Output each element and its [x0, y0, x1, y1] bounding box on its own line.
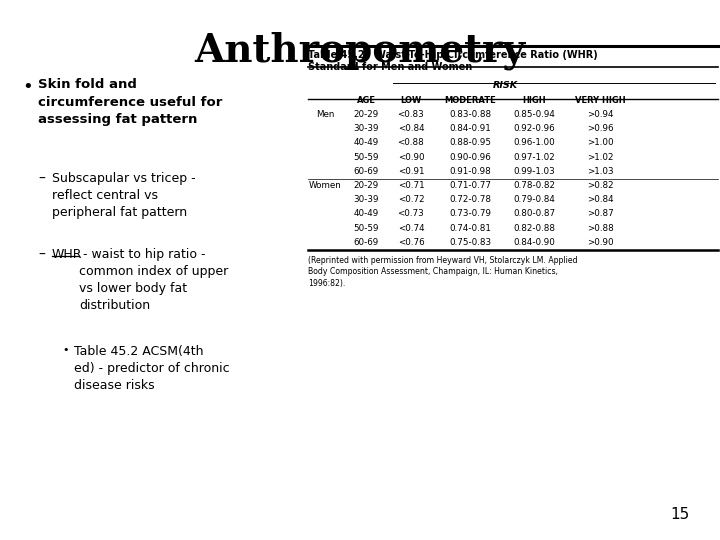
Text: - waist to hip ratio -
common index of upper
vs lower body fat
distribution: - waist to hip ratio - common index of u… [79, 248, 228, 312]
Text: >1.02: >1.02 [587, 153, 613, 161]
Text: –: – [38, 172, 45, 186]
Text: >1.00: >1.00 [587, 138, 613, 147]
Text: >1.03: >1.03 [587, 167, 613, 176]
Text: 60-69: 60-69 [354, 167, 379, 176]
Text: <0.88: <0.88 [397, 138, 424, 147]
Text: >0.87: >0.87 [587, 210, 613, 218]
Text: 40-49: 40-49 [354, 210, 379, 218]
Text: <0.76: <0.76 [397, 238, 424, 247]
Text: 0.99-1.03: 0.99-1.03 [513, 167, 555, 176]
Text: >0.88: >0.88 [587, 224, 613, 233]
Text: 0.80-0.87: 0.80-0.87 [513, 210, 555, 218]
Text: 30-39: 30-39 [354, 195, 379, 204]
Text: <0.74: <0.74 [397, 224, 424, 233]
Text: <0.72: <0.72 [397, 195, 424, 204]
Text: >0.94: >0.94 [587, 110, 613, 119]
Text: RISK: RISK [493, 81, 518, 90]
Text: >0.84: >0.84 [587, 195, 613, 204]
Text: Men: Men [316, 110, 334, 119]
Text: Subscapular vs tricep -
reflect central vs
peripheral fat pattern: Subscapular vs tricep - reflect central … [52, 172, 196, 219]
Text: 0.88-0.95: 0.88-0.95 [449, 138, 491, 147]
Text: <0.73: <0.73 [397, 210, 424, 218]
Text: 0.84-0.91: 0.84-0.91 [449, 124, 491, 133]
Text: Table 45.2.  Waist-To-Hip Circumference Ratio (WHR): Table 45.2. Waist-To-Hip Circumference R… [308, 50, 598, 60]
Text: LOW: LOW [400, 96, 422, 105]
Text: Standard for Men and Women: Standard for Men and Women [308, 62, 472, 72]
Text: 0.97-1.02: 0.97-1.02 [513, 153, 555, 161]
Text: 0.73-0.79: 0.73-0.79 [449, 210, 491, 218]
Text: MODERATE: MODERATE [444, 96, 496, 105]
Text: >0.96: >0.96 [587, 124, 613, 133]
Text: Women: Women [309, 181, 341, 190]
Text: 0.83-0.88: 0.83-0.88 [449, 110, 491, 119]
Text: >0.90: >0.90 [587, 238, 613, 247]
Text: 0.74-0.81: 0.74-0.81 [449, 224, 491, 233]
Text: 0.78-0.82: 0.78-0.82 [513, 181, 555, 190]
Text: <0.71: <0.71 [397, 181, 424, 190]
Text: >0.82: >0.82 [587, 181, 613, 190]
Text: •: • [62, 345, 68, 355]
Text: Table 45.2 ACSM(4th
ed) - predictor of chronic
disease risks: Table 45.2 ACSM(4th ed) - predictor of c… [74, 345, 230, 392]
Text: 0.75-0.83: 0.75-0.83 [449, 238, 491, 247]
Text: <0.90: <0.90 [397, 153, 424, 161]
Text: 50-59: 50-59 [354, 224, 379, 233]
Text: 50-59: 50-59 [354, 153, 379, 161]
Text: 0.91-0.98: 0.91-0.98 [449, 167, 491, 176]
Text: Anthropometry: Anthropometry [194, 32, 526, 71]
Text: (Reprinted with permission from Heyward VH, Stolarczyk LM. Applied
Body Composit: (Reprinted with permission from Heyward … [308, 256, 577, 288]
Text: 0.90-0.96: 0.90-0.96 [449, 153, 491, 161]
Text: <0.91: <0.91 [397, 167, 424, 176]
Text: 0.96-1.00: 0.96-1.00 [513, 138, 555, 147]
Text: –: – [38, 248, 45, 262]
Text: VERY HIGH: VERY HIGH [575, 96, 625, 105]
Text: <0.83: <0.83 [397, 110, 424, 119]
Text: 40-49: 40-49 [354, 138, 379, 147]
Text: Skin fold and
circumference useful for
assessing fat pattern: Skin fold and circumference useful for a… [38, 78, 222, 126]
Text: 20-29: 20-29 [354, 110, 379, 119]
Text: AGE: AGE [356, 96, 376, 105]
Text: 15: 15 [670, 507, 690, 522]
Text: WHR: WHR [52, 248, 83, 261]
Text: 0.71-0.77: 0.71-0.77 [449, 181, 491, 190]
Text: 0.82-0.88: 0.82-0.88 [513, 224, 555, 233]
Text: •: • [22, 78, 32, 96]
Text: 0.85-0.94: 0.85-0.94 [513, 110, 555, 119]
Text: 0.92-0.96: 0.92-0.96 [513, 124, 555, 133]
Text: 30-39: 30-39 [354, 124, 379, 133]
Text: 60-69: 60-69 [354, 238, 379, 247]
Text: 0.72-0.78: 0.72-0.78 [449, 195, 491, 204]
Text: <0.84: <0.84 [397, 124, 424, 133]
Text: HIGH: HIGH [522, 96, 546, 105]
Text: 0.84-0.90: 0.84-0.90 [513, 238, 555, 247]
Text: 0.79-0.84: 0.79-0.84 [513, 195, 555, 204]
Text: 20-29: 20-29 [354, 181, 379, 190]
